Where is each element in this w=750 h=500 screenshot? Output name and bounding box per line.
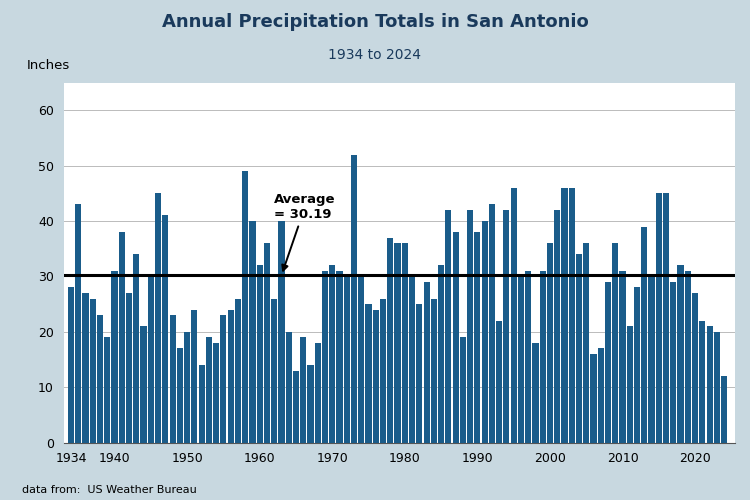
Bar — [699, 320, 706, 442]
Bar — [539, 271, 546, 442]
Bar — [598, 348, 604, 442]
Bar — [409, 276, 416, 442]
Bar — [300, 338, 306, 442]
Bar — [416, 304, 422, 442]
Bar — [68, 288, 74, 442]
Bar — [380, 298, 386, 442]
Bar — [424, 282, 430, 442]
Bar — [199, 365, 205, 442]
Bar — [271, 298, 278, 442]
Text: Annual Precipitation Totals in San Antonio: Annual Precipitation Totals in San Anton… — [162, 14, 588, 32]
Bar — [482, 221, 488, 442]
Bar — [264, 243, 270, 442]
Bar — [387, 238, 394, 442]
Bar — [322, 271, 328, 442]
Bar — [104, 338, 110, 442]
Bar — [162, 216, 169, 442]
Bar — [358, 276, 364, 442]
Bar — [206, 338, 212, 442]
Bar — [656, 194, 662, 442]
Bar — [177, 348, 183, 442]
Bar — [344, 276, 350, 442]
Bar — [446, 210, 452, 442]
Bar — [82, 293, 88, 442]
Text: Inches: Inches — [27, 58, 70, 71]
Bar — [213, 343, 219, 442]
Bar — [97, 315, 103, 442]
Bar — [351, 154, 357, 443]
Bar — [235, 298, 241, 442]
Bar — [170, 315, 176, 442]
Bar — [329, 266, 335, 442]
Bar — [286, 332, 292, 442]
Bar — [256, 266, 262, 442]
Bar — [438, 266, 444, 442]
Bar — [467, 210, 473, 442]
Bar — [293, 370, 299, 442]
Bar — [518, 276, 524, 442]
Bar — [503, 210, 509, 442]
Bar — [430, 298, 437, 442]
Bar — [242, 171, 248, 442]
Bar — [562, 188, 568, 442]
Bar — [278, 221, 284, 442]
Bar — [554, 210, 560, 442]
Bar — [308, 365, 314, 442]
Text: data from:  US Weather Bureau: data from: US Weather Bureau — [22, 485, 197, 495]
Bar — [75, 204, 81, 442]
Bar — [140, 326, 147, 442]
Bar — [612, 243, 618, 442]
Bar — [568, 188, 574, 442]
Bar — [220, 315, 226, 442]
Bar — [670, 282, 676, 442]
Bar — [677, 266, 684, 442]
Bar — [663, 194, 669, 442]
Bar — [365, 304, 371, 442]
Bar — [714, 332, 720, 442]
Bar — [191, 310, 197, 442]
Bar — [496, 320, 502, 442]
Bar — [118, 232, 125, 442]
Bar — [576, 254, 582, 442]
Bar — [112, 271, 118, 442]
Bar — [511, 188, 517, 442]
Bar — [460, 338, 466, 442]
Bar — [489, 204, 495, 442]
Bar — [627, 326, 633, 442]
Bar — [525, 271, 531, 442]
Bar — [373, 310, 379, 442]
Text: 1934 to 2024: 1934 to 2024 — [328, 48, 422, 62]
Bar — [184, 332, 190, 442]
Bar — [90, 298, 96, 442]
Bar — [155, 194, 161, 442]
Bar — [452, 232, 459, 442]
Bar — [641, 226, 647, 442]
Text: Average
= 30.19: Average = 30.19 — [274, 193, 336, 270]
Bar — [547, 243, 553, 442]
Bar — [315, 343, 321, 442]
Bar — [721, 376, 728, 442]
Bar — [706, 326, 712, 442]
Bar — [692, 293, 698, 442]
Bar — [474, 232, 481, 442]
Bar — [605, 282, 611, 442]
Bar — [649, 276, 655, 442]
Bar — [620, 271, 626, 442]
Bar — [532, 343, 538, 442]
Bar — [634, 288, 640, 442]
Bar — [148, 276, 154, 442]
Bar — [590, 354, 596, 442]
Bar — [249, 221, 256, 442]
Bar — [134, 254, 140, 442]
Bar — [337, 271, 343, 442]
Bar — [402, 243, 408, 442]
Bar — [685, 271, 691, 442]
Bar — [126, 293, 132, 442]
Bar — [584, 243, 590, 442]
Bar — [227, 310, 234, 442]
Bar — [394, 243, 400, 442]
